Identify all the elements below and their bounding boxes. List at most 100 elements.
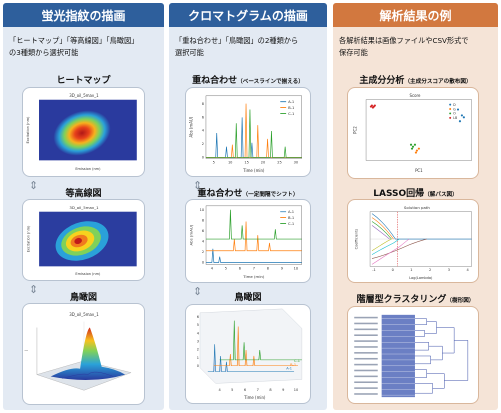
x-tick-label: 30 [294,160,298,164]
chromatogram-birdseye-zticks: 0 1 2 3 4 5 6 [197,315,200,368]
pca-point [411,145,415,148]
overlay-baseline-panel: 0 2 4 6 8 5 10 15 20 25 30 A-1 B-1 C-1 Time (min)… [185,87,311,177]
overlay-shift-label-note: （一定間隔でシフト） [242,192,299,198]
contour-ylabel: Excitation (nm) [26,225,30,252]
fluorescence-desc-line1: 「ヒートマップ」「等高線図」「鳥瞰図」 [9,36,139,45]
analysis-column-title: 解析結果の例 [333,3,498,27]
cluster-label-text: 階層型クラスタリング [356,295,447,305]
dendrogram-leaf-label [354,316,378,319]
pca-point [369,105,373,108]
dendrogram-leaf-label [354,357,378,360]
dendrogram-branch [444,340,469,381]
pca-legend-marker-d [449,103,452,106]
x-tick-label: 6 [239,266,241,270]
birdseye-panel: 3D_oil_5mav_1 | [22,303,145,405]
dendrogram-branch [436,327,455,354]
y-tick-label: 8 [202,102,204,106]
lasso-path [371,238,410,265]
x-tick-label: 8 [269,388,271,392]
x-tick-label: 7 [257,388,259,392]
dendrogram-branch [414,383,433,394]
overlay-shift-yticks: 0 2 4 6 8 10 [200,208,205,265]
birdseye-series-b [213,326,298,367]
y-tick-label: 6 [202,115,205,119]
birdseye-mesh-line [62,371,114,379]
pca-points-o [409,143,417,150]
up-down-arrow-icon: ⇕ [29,179,39,192]
y-tick-label: 0 [202,261,204,265]
fluorescence-description: 「ヒートマップ」「等高線図」「鳥瞰図」 の3種類から選択可能 [9,35,160,59]
pca-legend: D G O LB [449,103,458,120]
birdseye-surface [50,327,126,381]
y-tick-label: 2 [202,142,204,146]
dendrogram-leaf-label [354,381,378,384]
dendrogram-branch [414,342,429,351]
chromatogram-desc-line2: 選択可能 [175,48,204,57]
overlay-baseline-ylabel: Abs (mAU) [188,116,193,137]
pca-point [371,106,374,109]
cluster-label: 階層型クラスタリング（樹形図） [333,292,498,305]
x-tick-label: 9 [281,266,283,270]
legend-b: B-1 [288,216,294,220]
x-tick-label: 10 [294,388,298,392]
pca-legend-marker-g [449,108,452,111]
pca-point [410,147,414,150]
pca-points-d [456,108,465,123]
fluorescence-desc-line2: の3種類から選択可能 [9,48,79,57]
pca-point [462,116,465,119]
lasso-xticks: -1 0 1 2 3 4 [372,268,469,272]
y-tick-label: 5 [197,323,199,327]
analysis-description: 各解析結果は画像ファイルやCSV形式で 保存可能 [339,35,494,59]
x-tick-label: 4 [467,268,470,272]
fluorescence-column: 蛍光指紋の描画 「ヒートマップ」「等高線図」「鳥瞰図」 の3種類から選択可能 ヒ… [3,3,164,410]
legend-c: C-1 [288,112,295,116]
pca-xlabel: PC1 [415,168,423,173]
overlay-shift-series-a [206,248,302,263]
chromatogram-description: 「重ね合わせ」「鳥瞰図」の2種類から 選択可能 [175,35,323,59]
chromatogram-birdseye-chart: 0 1 2 3 4 5 6 A-1 B-1 C-1 4 5 6 7 8 9 10 Time (min) [197,308,303,400]
y-tick-label: 4 [202,129,205,133]
fluorescence-column-title: 蛍光指紋の描画 [3,3,164,27]
overlay-shift-axes [205,205,302,265]
dendrogram-heat-strip [381,314,415,398]
x-tick-label: 5 [231,388,233,392]
x-tick-label: 2 [429,268,431,272]
overlay-baseline-xlabel: Time (min) [242,168,265,173]
dendrogram-leaf-label [354,328,378,331]
y-tick-label: 10 [200,208,204,212]
heatmap-ylabel: Excitation (nm) [26,116,30,144]
overlay-shift-series-c [206,209,302,240]
analysis-desc-line1: 各解析結果は画像ファイルやCSV形式で [339,36,469,45]
lasso-ylabel: Coefficients [354,229,358,250]
heatmap-blob [53,110,111,156]
overlay-shift-ylabel: Abs (mAU) [188,224,193,245]
overlay-shift-legend: A-1 B-1 C-1 [280,210,294,226]
y-tick-label: 3 [197,339,199,343]
dendrogram-chart [354,314,469,398]
y-tick-label: 4 [197,331,200,335]
x-tick-label: 3 [448,268,450,272]
analysis-column: 解析結果の例 各解析結果は画像ファイルやCSV形式で 保存可能 主成分分析（主成… [333,3,498,410]
lasso-label-note: （解パス図） [424,192,458,198]
chromatogram-birdseye-panel: 0 1 2 3 4 5 6 A-1 B-1 C-1 4 5 6 7 8 9 10 Time (min) [185,304,311,404]
cluster-label-note: （樹形図） [446,298,475,304]
chromatogram-birdseye-xlabel: Time (min) [243,395,266,400]
heatmap-plot-title: 3D_oil_5mav_1 [69,93,99,98]
legend-c: C-1 [288,222,294,226]
birdseye-label-c: C-1 [294,359,300,363]
pca-point [417,147,420,150]
x-tick-label: 1 [410,268,412,272]
pca-legend-marker-o [449,112,452,115]
birdseye-label-b: B-1 [290,363,296,367]
y-tick-label: 8 [202,218,204,222]
lasso-label: LASSO回帰（解パス図） [333,186,498,199]
x-tick-label: 0 [392,268,394,272]
chromatogram-birdseye-label: 鳥瞰図 [234,293,262,303]
lasso-path [371,213,472,240]
y-tick-label: 6 [197,315,200,319]
x-tick-label: 15 [244,160,248,164]
pca-point [456,108,460,111]
dendrogram-leaf-label [354,369,378,372]
pca-point [458,120,462,123]
pca-point [460,114,463,117]
